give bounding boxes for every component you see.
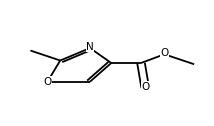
Text: O: O: [160, 48, 169, 58]
Text: O: O: [141, 82, 149, 92]
Text: O: O: [43, 77, 52, 87]
Text: N: N: [86, 42, 94, 52]
